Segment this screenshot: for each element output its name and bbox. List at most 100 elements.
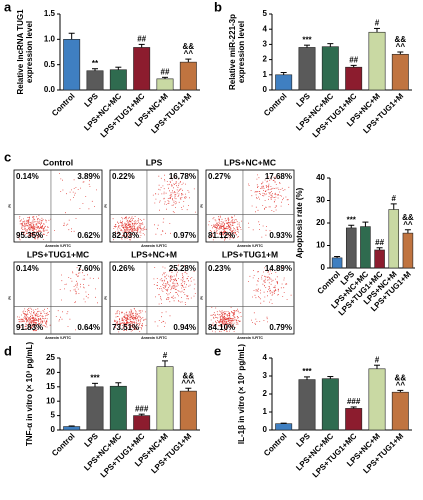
y-tick-label: 1 xyxy=(263,70,268,79)
panel-label: d xyxy=(4,343,12,358)
x-tick-label: Control xyxy=(316,270,342,296)
x-tick-label: LPS xyxy=(83,91,101,109)
bar xyxy=(374,249,385,269)
quadrant-percentage: 0.64% xyxy=(77,323,100,332)
significance-mark: ^^^ xyxy=(181,378,195,387)
quadrant-percentage: 3.89% xyxy=(77,172,100,181)
y-tick-label: 4 xyxy=(263,24,268,33)
quadrant-percentage: 14.89% xyxy=(265,264,292,273)
bar xyxy=(298,47,316,91)
plot-title: Control xyxy=(43,157,73,167)
y-axis-label: PI xyxy=(8,296,12,299)
y-tick-label: 5 xyxy=(263,9,268,18)
y-tick-label: 0 xyxy=(321,263,326,272)
bar xyxy=(109,69,127,91)
y-tick-label: 25 xyxy=(46,353,55,362)
quadrant-percentage: 0.26% xyxy=(112,264,135,273)
bar xyxy=(275,423,293,431)
quadrant-percentage: 0.22% xyxy=(112,172,135,181)
quadrant-percentage: 0.94% xyxy=(173,323,196,332)
significance-mark: && xyxy=(402,213,414,222)
y-tick-label: 1.5 xyxy=(44,9,56,18)
bar xyxy=(345,408,363,431)
event-cloud xyxy=(208,174,290,241)
bar xyxy=(133,47,151,91)
y-tick-label: 3 xyxy=(263,40,268,49)
y-tick-label: 20 xyxy=(46,368,55,377)
bar xyxy=(321,46,339,91)
bar xyxy=(133,415,151,431)
significance-mark: ## xyxy=(137,35,146,44)
plot-title: LPS+TUG1+M xyxy=(222,249,278,259)
plot-title: LPS+NC+MC xyxy=(224,157,276,167)
quadrant-percentage: 84.10% xyxy=(208,323,235,332)
panel-label: b xyxy=(214,0,222,14)
y-tick-label: 40 xyxy=(316,173,325,182)
y-axis-label: PI xyxy=(200,204,204,207)
quadrant-percentage: 0.97% xyxy=(173,231,196,240)
significance-mark: *** xyxy=(347,215,357,224)
y-tick-label: 15 xyxy=(46,382,55,391)
quadrant-percentage: 81.12% xyxy=(208,231,235,240)
plot-frame xyxy=(205,169,295,243)
y-tick-label: 0.5 xyxy=(44,60,56,69)
plot-frame xyxy=(109,261,199,335)
x-axis-label: Annexin V-FITC xyxy=(141,244,167,248)
significance-mark: ^^ xyxy=(403,220,413,229)
significance-mark: ^^ xyxy=(396,42,406,51)
quadrant-percentage: 7.60% xyxy=(77,264,100,273)
x-tick-label: LPS xyxy=(295,91,313,109)
bar xyxy=(388,209,400,269)
bar xyxy=(321,378,339,431)
quadrant-percentage: 0.14% xyxy=(16,172,39,181)
bar xyxy=(298,379,316,431)
bar xyxy=(360,226,371,269)
x-axis-label: Annexin V-FITC xyxy=(45,336,71,340)
y-tick-label: 3 xyxy=(263,371,268,380)
bar xyxy=(179,390,197,431)
quadrant-percentage: 73.51% xyxy=(112,323,139,332)
y-tick-label: 30 xyxy=(316,196,325,205)
bar xyxy=(331,257,343,269)
y-axis-label: TNF-α in vitro (× 10³ pg/mL) xyxy=(25,342,34,447)
panel-label: c xyxy=(4,149,11,164)
x-tick-label: Control xyxy=(262,92,288,118)
x-tick-label: LPS xyxy=(83,431,101,449)
y-axis-label: expression level xyxy=(237,21,246,83)
bar xyxy=(86,386,104,431)
quadrant-percentage: 91.83% xyxy=(16,323,43,332)
quadrant-percentage: 25.28% xyxy=(169,264,196,273)
significance-mark: ## xyxy=(161,67,170,76)
y-axis-label: Apoptosis rate (%) xyxy=(295,187,304,258)
y-tick-label: 2 xyxy=(263,55,268,64)
significance-mark: # xyxy=(392,194,397,203)
quadrant-percentage: 17.68% xyxy=(265,172,292,181)
significance-mark: # xyxy=(375,355,380,364)
quadrant-percentage: 95.35% xyxy=(16,231,43,240)
significance-mark: && xyxy=(183,42,195,51)
x-tick-label: Control xyxy=(262,432,288,458)
x-tick-label: LPS xyxy=(295,431,313,449)
y-axis-label: Relative lncRNA TUG1 xyxy=(16,9,25,95)
plot-frame xyxy=(13,169,103,243)
bar xyxy=(345,227,357,269)
quadrant-percentage: 0.62% xyxy=(77,231,100,240)
event-cloud xyxy=(210,267,292,333)
bar xyxy=(156,366,174,431)
event-cloud xyxy=(18,173,97,241)
significance-mark: ### xyxy=(347,397,361,406)
bar xyxy=(156,78,174,91)
bar xyxy=(402,232,414,269)
y-tick-label: 5 xyxy=(51,411,56,420)
quadrant-percentage: 0.14% xyxy=(16,264,39,273)
significance-mark: ** xyxy=(92,59,99,68)
y-tick-label: 10 xyxy=(46,396,55,405)
quadrant-percentage: 0.23% xyxy=(208,264,231,273)
plot-frame xyxy=(13,261,103,335)
bar xyxy=(391,391,409,431)
bar xyxy=(179,61,197,91)
significance-mark: *** xyxy=(302,367,312,376)
y-tick-label: 0.0 xyxy=(44,85,56,94)
y-axis-label: IL-1β in vitro (× 10³ pg/mL) xyxy=(237,344,246,445)
y-tick-label: 2 xyxy=(263,389,268,398)
